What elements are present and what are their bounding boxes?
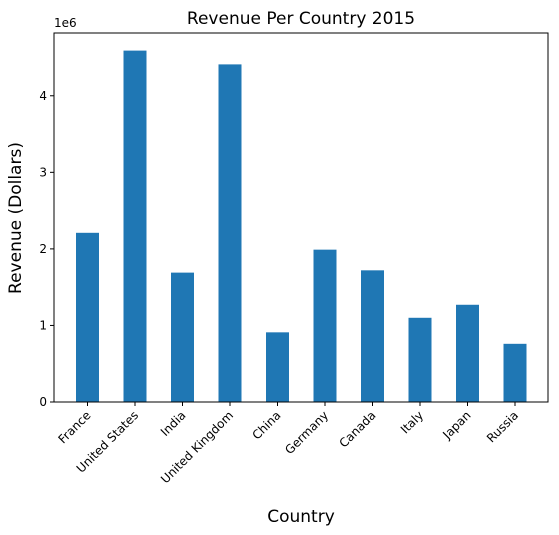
y-tick-label: 3 [39,165,47,179]
y-axis-label: Revenue (Dollars) [6,142,26,294]
x-tick-label: Japan [439,408,473,442]
bar-france [76,232,99,402]
plot-frame [53,32,549,403]
x-tick-label: Russia [484,408,521,445]
x-axis-label: Country [267,507,335,527]
bar-japan [456,304,479,402]
y-offset-label: 1e6 [54,16,77,30]
y-tick-label: 1 [39,318,47,332]
y-tick-label: 4 [39,89,47,103]
x-tick-label: China [249,408,283,442]
bar-india [171,272,194,402]
x-tick-label: Italy [398,408,426,436]
x-tick-label: Germany [282,408,331,457]
bar-united-kingdom [218,64,242,402]
y-tick-label: 2 [39,242,47,256]
bar-canada [361,270,384,402]
bar-italy [408,317,432,402]
y-tick-label: 0 [39,395,47,409]
x-tick-label: Canada [336,408,378,450]
x-tick-label: India [158,408,189,439]
bar-germany [313,249,337,402]
x-tick-label: France [56,408,94,446]
bar-russia [503,343,527,402]
chart-title: Revenue Per Country 2015 [187,9,415,29]
bar-united-states [123,50,147,403]
bar-china [266,332,289,402]
